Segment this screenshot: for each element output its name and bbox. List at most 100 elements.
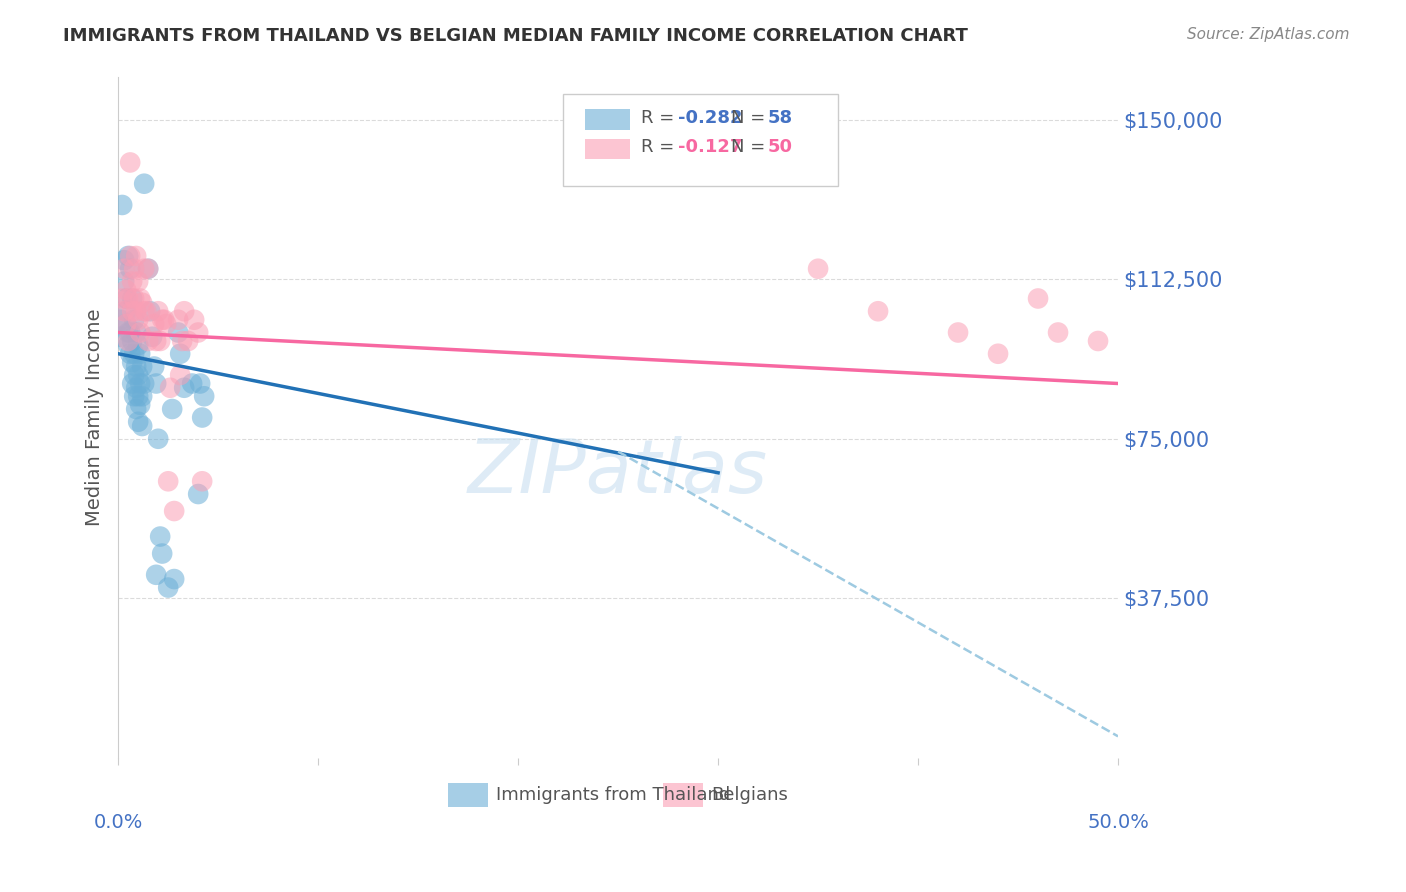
Point	[1047, 326, 1070, 340]
Point	[136, 261, 159, 276]
Point	[134, 177, 156, 191]
Point	[145, 334, 167, 348]
Y-axis label: Median Family Income: Median Family Income	[86, 309, 104, 526]
Point	[127, 389, 149, 403]
Point	[120, 261, 142, 276]
Point	[131, 419, 153, 434]
Point	[117, 338, 139, 352]
Point	[129, 326, 152, 340]
Point	[115, 283, 138, 297]
Point	[193, 389, 215, 403]
Point	[127, 275, 149, 289]
Text: R =: R =	[641, 138, 681, 156]
Point	[112, 275, 135, 289]
Point	[112, 253, 135, 268]
Point	[112, 261, 135, 276]
Point	[136, 334, 159, 348]
Point	[157, 581, 180, 595]
Point	[121, 334, 143, 348]
Point	[125, 359, 148, 374]
Point	[177, 334, 200, 348]
Point	[1026, 292, 1049, 306]
Text: Source: ZipAtlas.com: Source: ZipAtlas.com	[1187, 27, 1350, 42]
Point	[173, 304, 195, 318]
Point	[188, 376, 211, 391]
Point	[167, 326, 190, 340]
Point	[187, 326, 209, 340]
Point	[141, 330, 163, 344]
Point	[125, 326, 148, 340]
Point	[129, 347, 152, 361]
Point	[125, 381, 148, 395]
Bar	[585, 110, 630, 130]
Point	[121, 292, 143, 306]
Point	[111, 292, 134, 306]
Point	[167, 312, 190, 326]
FancyBboxPatch shape	[564, 95, 838, 186]
Text: ZIPatlas: ZIPatlas	[468, 436, 768, 508]
Point	[131, 295, 153, 310]
Bar	[585, 138, 630, 159]
Point	[117, 334, 139, 348]
Point	[134, 376, 156, 391]
Point	[807, 261, 830, 276]
Point	[121, 376, 143, 391]
Text: 58: 58	[768, 109, 793, 128]
Point	[149, 530, 172, 544]
Point	[108, 312, 131, 326]
Point	[172, 334, 194, 348]
Point	[157, 475, 180, 489]
Point	[191, 410, 214, 425]
Point	[120, 155, 142, 169]
Point	[127, 368, 149, 382]
Point	[122, 368, 145, 382]
Point	[148, 304, 170, 318]
Point	[163, 572, 186, 586]
Point	[946, 326, 969, 340]
Point	[145, 567, 167, 582]
Point	[121, 304, 143, 318]
Point	[122, 347, 145, 361]
Point	[134, 304, 156, 318]
Point	[129, 376, 152, 391]
Point	[134, 261, 156, 276]
Point	[143, 317, 166, 331]
Point	[115, 292, 138, 306]
Point	[108, 330, 131, 344]
Point	[115, 317, 138, 331]
Point	[117, 326, 139, 340]
Point	[129, 398, 152, 412]
Point	[169, 347, 191, 361]
Point	[120, 347, 142, 361]
Point	[187, 487, 209, 501]
Point	[115, 317, 138, 331]
Point	[143, 359, 166, 374]
Point	[153, 312, 176, 326]
Point	[127, 415, 149, 429]
Point	[111, 198, 134, 212]
Point	[160, 402, 183, 417]
Point	[115, 304, 138, 318]
Text: 50: 50	[768, 138, 793, 156]
Point	[987, 347, 1010, 361]
Point	[121, 275, 143, 289]
Text: N =: N =	[731, 109, 770, 128]
Bar	[664, 783, 703, 806]
Point	[173, 381, 195, 395]
Text: IMMIGRANTS FROM THAILAND VS BELGIAN MEDIAN FAMILY INCOME CORRELATION CHART: IMMIGRANTS FROM THAILAND VS BELGIAN MEDI…	[63, 27, 969, 45]
Text: N =: N =	[731, 138, 770, 156]
Point	[120, 326, 142, 340]
Point	[139, 304, 162, 318]
Point	[122, 292, 145, 306]
Point	[122, 389, 145, 403]
Point	[149, 334, 172, 348]
Point	[127, 312, 149, 326]
Text: 50.0%: 50.0%	[1087, 813, 1149, 832]
Point	[1087, 334, 1109, 348]
Point	[191, 475, 214, 489]
Text: -0.282: -0.282	[678, 109, 742, 128]
Point	[159, 381, 181, 395]
Point	[148, 432, 170, 446]
Point	[150, 312, 173, 326]
Text: Immigrants from Thailand: Immigrants from Thailand	[496, 786, 730, 804]
